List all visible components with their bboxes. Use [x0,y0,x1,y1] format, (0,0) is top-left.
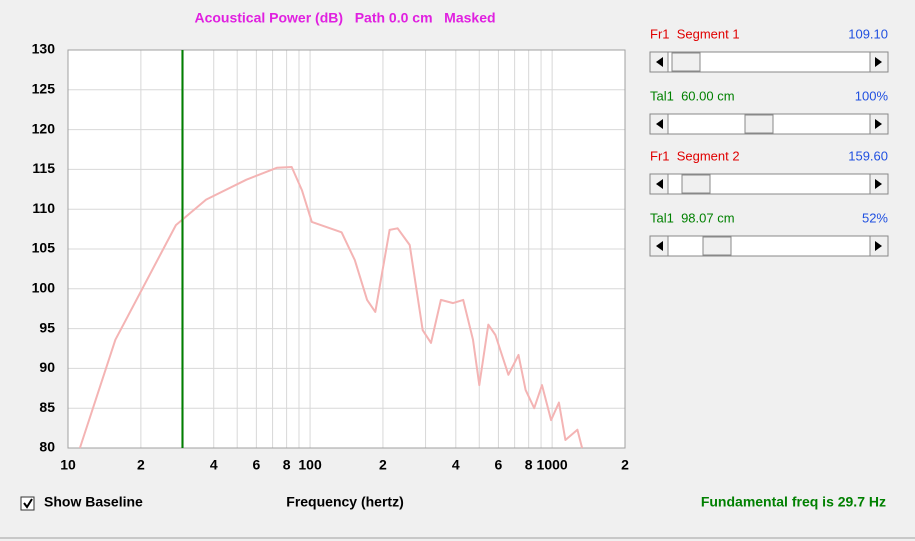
right-arrow [875,179,882,189]
slider-value: 159.60 [848,148,888,163]
scrollbar[interactable] [649,235,889,257]
y-tick-label: 90 [39,359,55,375]
slider-value: 100% [855,88,889,103]
y-tick-label: 120 [32,120,56,136]
y-tick-label: 85 [39,399,55,415]
scroll-thumb[interactable] [681,174,711,194]
y-tick-label: 100 [32,280,56,296]
scrollbar-track[interactable] [649,235,889,257]
x-tick-label: 10 [60,457,76,473]
right-arrow [875,241,882,251]
scroll-thumb[interactable] [702,236,732,256]
x-tick-label: 6 [495,457,503,473]
x-tick-label: 4 [452,457,460,473]
check-mark [23,498,33,509]
slider-value: 52% [862,210,888,225]
slider-label: Fr1 Segment 2 [650,148,740,163]
scrollbar[interactable] [649,173,889,195]
y-tick-label: 130 [32,41,56,57]
x-tick-label: 2 [137,457,145,473]
scrollbar[interactable] [649,113,889,135]
y-tick-label: 115 [32,160,55,176]
baseline-checkbox[interactable]: Show Baseline [20,494,143,511]
slider-value: 109.10 [848,26,888,41]
x-tick-label: 6 [252,457,260,473]
left-arrow [656,179,663,189]
x-axis-label: Frequency (hertz) [286,494,403,510]
left-arrow [656,241,663,251]
scroll-thumb[interactable] [671,52,701,72]
chart-title: Acoustical Power (dB) Path 0.0 cm Masked [194,10,495,26]
y-tick-label: 125 [32,81,56,97]
status-text: Fundamental freq is 29.7 Hz [701,494,886,510]
x-tick-label: 8 [525,457,533,473]
x-tick-label: 8 [283,457,291,473]
y-tick-label: 105 [32,240,56,256]
y-tick-label: 80 [39,439,55,455]
curve [78,166,584,449]
x-tick-label: 2 [621,457,629,473]
scroll-thumb[interactable] [744,114,774,134]
x-tick-label: 4 [210,457,218,473]
x-tick-label: 2 [379,457,387,473]
checkbox-label[interactable]: Show Baseline [44,494,143,510]
right-arrow [875,119,882,129]
left-arrow [656,57,663,67]
left-arrow [656,119,663,129]
slider-label: Tal1 60.00 cm [650,88,735,103]
right-arrow [875,57,882,67]
slider-label: Tal1 98.07 cm [650,210,735,225]
x-tick-label: 1000 [537,457,568,473]
x-tick-label: 100 [298,457,322,473]
slider-label: Fr1 Segment 1 [650,26,740,41]
plot-border [67,49,626,449]
scrollbar[interactable] [649,51,889,73]
y-tick-label: 95 [39,319,55,335]
y-tick-label: 110 [32,200,55,216]
